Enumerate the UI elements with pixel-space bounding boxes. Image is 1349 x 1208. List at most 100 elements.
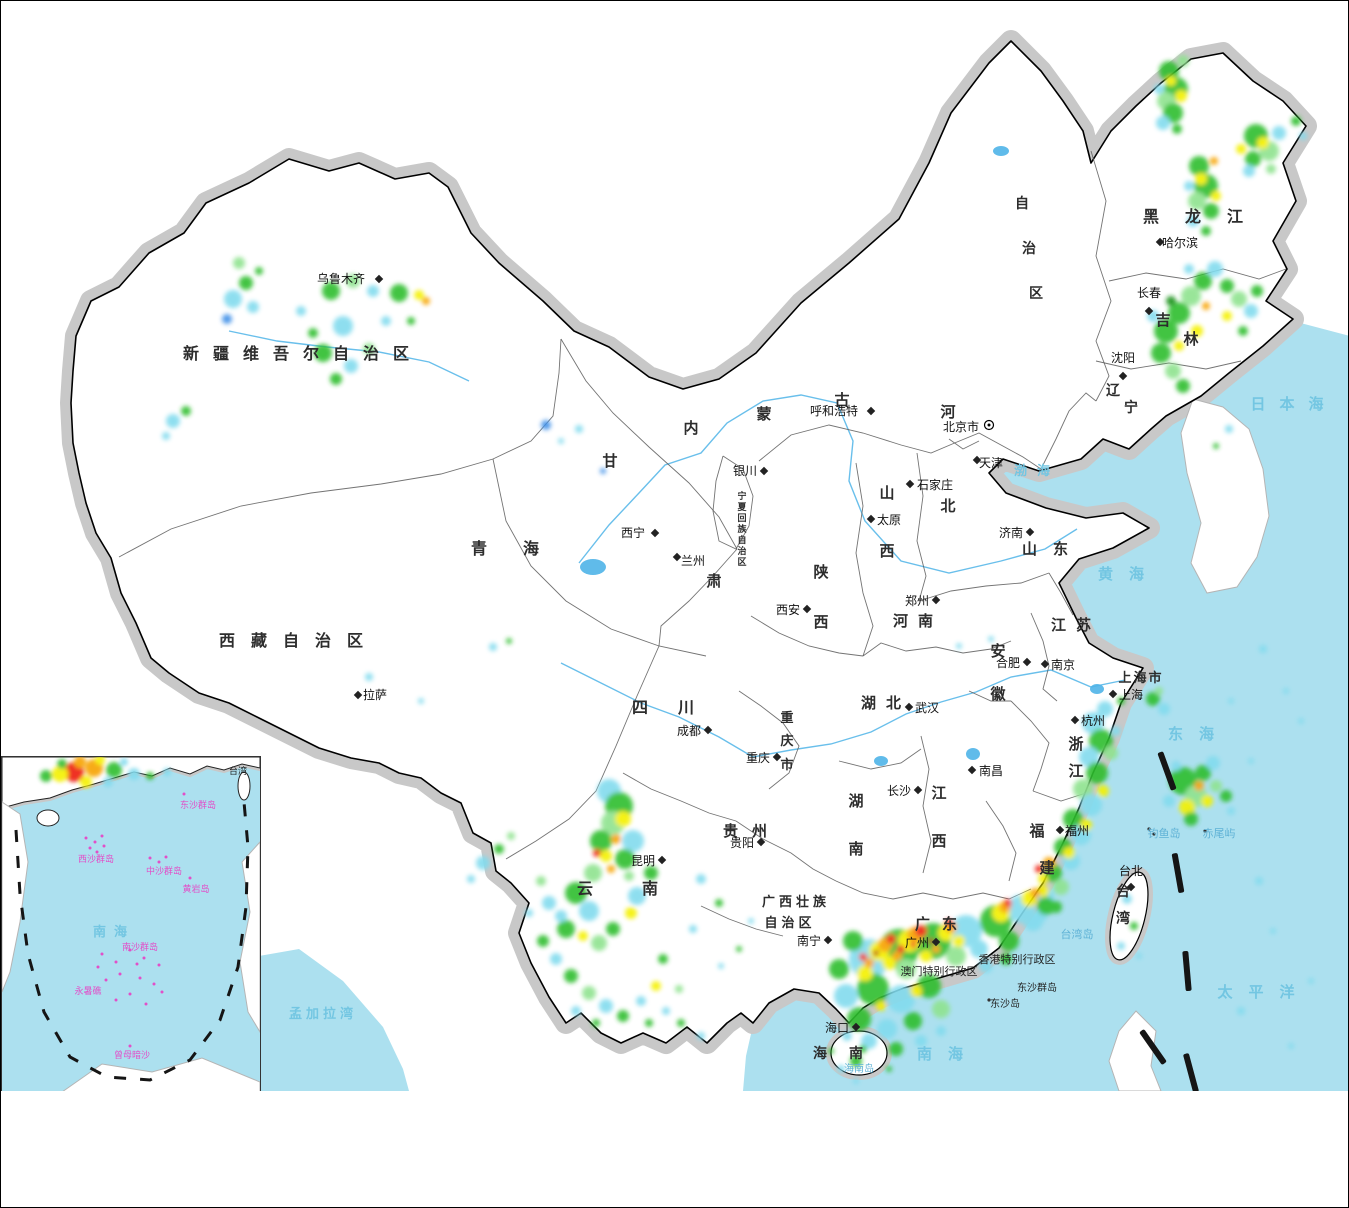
radar-echo <box>222 314 232 324</box>
sea-boundary-dash <box>1171 853 1185 893</box>
province-border <box>968 690 1011 702</box>
radar-echo <box>593 849 601 857</box>
radar-echo <box>1037 897 1055 915</box>
province-label: 广东 <box>915 915 969 933</box>
radar-echo <box>541 420 551 430</box>
capital-marker-dot-icon <box>987 423 991 427</box>
radar-echo <box>834 984 858 1008</box>
radar-echo <box>1168 302 1190 324</box>
radar-echo <box>842 1031 852 1041</box>
province-label: 海南 <box>813 1045 885 1061</box>
radar-echo <box>467 875 475 883</box>
province-label: 江 <box>1068 762 1083 780</box>
province-border <box>916 452 927 602</box>
radar-echo <box>1165 363 1181 379</box>
radar-echo <box>915 925 927 937</box>
radar-echo <box>1187 215 1199 227</box>
city-label: 哈尔滨 <box>1162 235 1198 250</box>
inset-echo-layer <box>40 757 171 788</box>
radar-echo <box>622 830 644 852</box>
province-label: 建 <box>1039 859 1055 877</box>
radar-echo <box>1245 151 1261 167</box>
radar-echo <box>550 953 562 965</box>
archipelago-dot <box>142 956 146 960</box>
inset-label: 黄岩岛 <box>182 883 209 894</box>
province-label: 河 <box>940 403 955 421</box>
radar-echo <box>1097 785 1109 797</box>
inset-label: 西沙群岛 <box>78 853 114 864</box>
province-label: 贵州 <box>723 822 781 840</box>
radar-echo <box>1097 701 1113 717</box>
radar-echo <box>697 1032 705 1040</box>
radar-echo <box>837 1065 845 1073</box>
radar-echo <box>1159 61 1179 81</box>
radar-echo <box>628 887 646 905</box>
inset-indochina <box>2 801 29 993</box>
sea-boundary-dash <box>1139 1029 1167 1065</box>
radar-echo <box>390 284 408 302</box>
province-label: 四川 <box>632 700 724 717</box>
city: 北京市 <box>943 419 995 434</box>
province-label: 新疆维吾尔自治区 <box>183 344 423 363</box>
province-label: 福 <box>1028 822 1044 840</box>
archipelago-dot <box>102 844 106 848</box>
island-label: 台湾岛 <box>1061 927 1094 941</box>
sea-label: 黄海 <box>1098 565 1160 583</box>
inset-label: 东沙群岛 <box>180 799 216 810</box>
radar-echo <box>1210 157 1218 165</box>
province-label: 北 <box>940 498 955 515</box>
radar-echo <box>1151 343 1171 363</box>
radar-echo <box>718 963 724 969</box>
province-border <box>758 424 1042 470</box>
radar-echo <box>1195 173 1207 185</box>
radar-echo <box>611 834 621 844</box>
province-border <box>735 820 837 882</box>
sea-boundary-dash <box>1182 950 1192 992</box>
archipelago-dot <box>135 962 139 966</box>
radar-echo <box>859 1045 867 1053</box>
radar-echo <box>255 267 263 275</box>
archipelago-dot <box>114 998 118 1002</box>
province-label: 吉 <box>1155 311 1170 329</box>
radar-echo <box>564 969 578 983</box>
radar-echo <box>658 954 668 964</box>
archipelago-dot <box>95 850 99 854</box>
radar-echo <box>936 1026 946 1036</box>
radar-echo <box>1184 181 1194 191</box>
radar-echo <box>525 909 533 917</box>
radar-echo <box>163 768 171 776</box>
city-label: 北京市 <box>943 419 979 434</box>
inset-borneo <box>61 1057 260 1092</box>
radar-echo <box>1288 1043 1294 1049</box>
city-label: 武汉 <box>915 701 939 715</box>
province-label: 江 <box>931 784 946 802</box>
province-label: 湾 <box>1116 910 1130 926</box>
archipelago-dot <box>164 855 168 859</box>
radar-echo <box>1244 304 1258 318</box>
radar-echo <box>52 766 68 782</box>
radar-echo <box>1154 84 1164 94</box>
radar-echo <box>1283 688 1289 694</box>
radar-echo <box>1220 790 1232 802</box>
radar-echo <box>915 1035 927 1047</box>
city-label: 台北 <box>1119 863 1143 878</box>
radar-echo <box>146 772 154 780</box>
radar-echo <box>1035 865 1043 873</box>
radar-echo <box>1174 341 1184 351</box>
radar-echo <box>1171 761 1181 771</box>
archipelago-dot <box>100 834 104 838</box>
province-border <box>750 615 864 657</box>
radar-echo <box>677 1019 685 1027</box>
radar-echo <box>615 811 631 827</box>
radar-echo <box>1179 799 1195 815</box>
radar-echo <box>507 832 515 840</box>
inset-label: 南沙群岛 <box>122 941 158 952</box>
province-label: 广西壮族 <box>762 894 830 909</box>
inset-label: 中沙群岛 <box>146 865 182 876</box>
radar-echo <box>571 1006 581 1016</box>
province-label: 宁 <box>1124 399 1138 415</box>
province-label: 云 <box>577 881 593 898</box>
radar-echo <box>956 643 962 649</box>
province-border <box>1090 150 1112 402</box>
radar-echo <box>1038 874 1048 884</box>
